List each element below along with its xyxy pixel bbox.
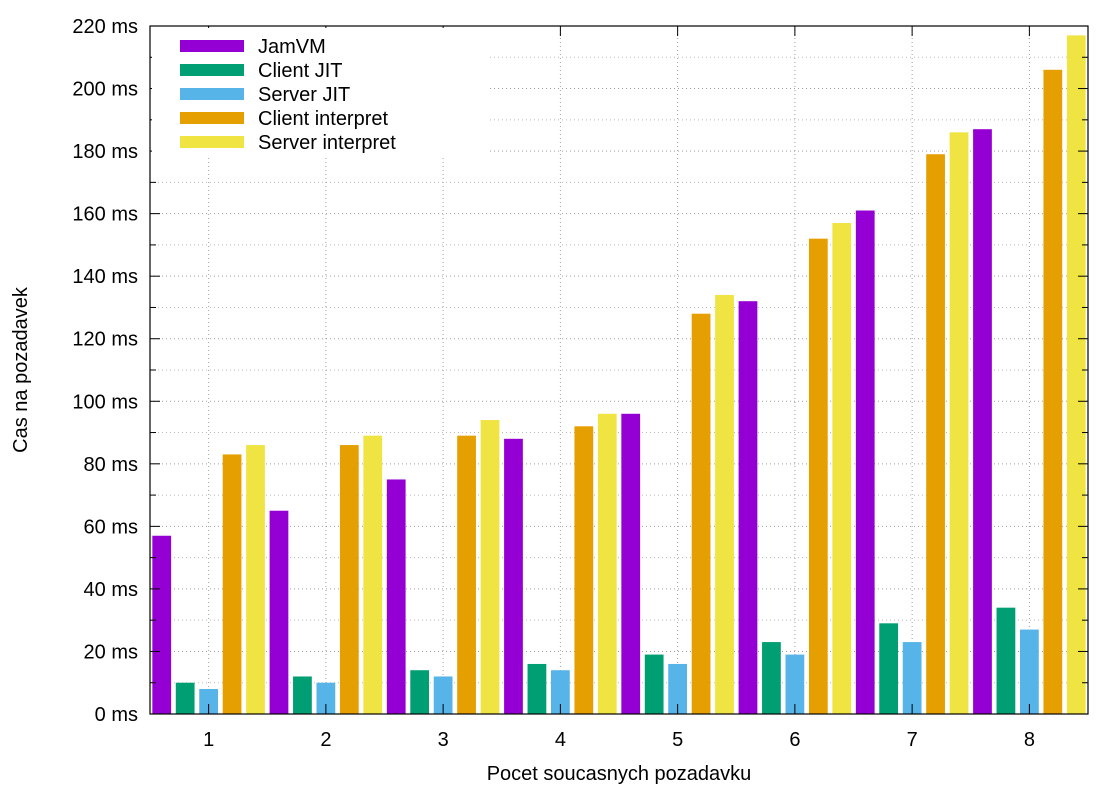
x-tick-label: 8: [1024, 729, 1035, 751]
bar: [715, 294, 734, 714]
x-tick-label: 2: [320, 729, 331, 751]
y-tick-label: 220 ms: [72, 16, 138, 38]
y-tick-label: 80 ms: [84, 454, 138, 476]
bar: [808, 238, 828, 714]
legend-swatch: [180, 64, 244, 76]
y-tick-label: 0 ms: [95, 704, 138, 726]
y-tick-label: 40 ms: [84, 579, 138, 601]
plot-border: [149, 25, 1089, 715]
y-axis: 0 ms 20 ms 40 ms 60 ms 80 ms 100 ms 120 ms 140 …: [72, 16, 138, 726]
bar: [363, 435, 383, 714]
legend-swatch: [180, 88, 244, 100]
legend-swatch: [180, 40, 244, 52]
bar: [785, 654, 805, 714]
legend-label: JamVM: [258, 36, 326, 58]
bar: [668, 663, 688, 714]
bar: [316, 682, 336, 714]
bar: [879, 623, 899, 714]
legend-label: Client JIT: [258, 60, 342, 82]
legend-label: Server interpret: [258, 132, 396, 154]
bar: [199, 688, 219, 714]
bar: [339, 445, 359, 714]
legend-swatch: [180, 112, 244, 124]
bar: [762, 642, 781, 714]
bar: [902, 642, 922, 714]
legend-label: Client interpret: [258, 108, 389, 130]
bar: [597, 413, 617, 714]
bar: [246, 445, 265, 714]
bar: [410, 670, 430, 714]
bar: [832, 223, 852, 714]
y-tick-label: 60 ms: [84, 516, 138, 538]
bar: [738, 301, 758, 714]
x-tick-label: 7: [907, 729, 918, 751]
bars: [152, 35, 1086, 715]
y-tick-label: 160 ms: [72, 204, 138, 226]
bar: [621, 413, 641, 714]
bar: [1019, 629, 1039, 714]
bar: [691, 313, 711, 714]
bar: [269, 510, 289, 714]
x-tick-label: 5: [672, 729, 683, 751]
bar: [152, 535, 172, 714]
legend-label: Server JIT: [258, 84, 350, 106]
x-axis-label: Pocet soucasnych pozadavku: [487, 763, 752, 785]
bar: [855, 210, 875, 714]
bar: [644, 654, 664, 714]
bar: [574, 426, 594, 714]
bar: [480, 420, 500, 714]
bar: [1066, 35, 1086, 714]
bar: [386, 479, 406, 714]
y-tick-label: 20 ms: [84, 641, 138, 663]
plot-frame: [149, 25, 1089, 715]
y-tick-label: 100 ms: [72, 391, 138, 413]
bar: [457, 435, 476, 714]
bar: [293, 676, 312, 714]
y-tick-label: 180 ms: [72, 141, 138, 163]
bar: [926, 154, 945, 714]
x-tick-label: 3: [438, 729, 449, 751]
bar: [949, 132, 969, 714]
x-axis: 1 2 3 4 5 6 7 8: [203, 729, 1035, 751]
y-tick-label: 140 ms: [72, 266, 138, 288]
bar: [550, 670, 570, 714]
y-tick-label: 120 ms: [72, 329, 138, 351]
bar: [433, 676, 453, 714]
bar: [996, 607, 1016, 714]
y-axis-label: Cas na pozadavek: [10, 286, 32, 453]
bar: [973, 129, 992, 714]
bar: [1043, 69, 1063, 715]
x-tick-label: 1: [203, 729, 214, 751]
bar: [527, 663, 547, 714]
x-tick-label: 6: [789, 729, 800, 751]
x-tick-label: 4: [555, 729, 566, 751]
y-tick-label: 200 ms: [72, 79, 138, 101]
legend-swatch: [180, 136, 244, 148]
bar: [222, 454, 242, 714]
bar: [175, 682, 195, 714]
bar: [504, 438, 523, 714]
